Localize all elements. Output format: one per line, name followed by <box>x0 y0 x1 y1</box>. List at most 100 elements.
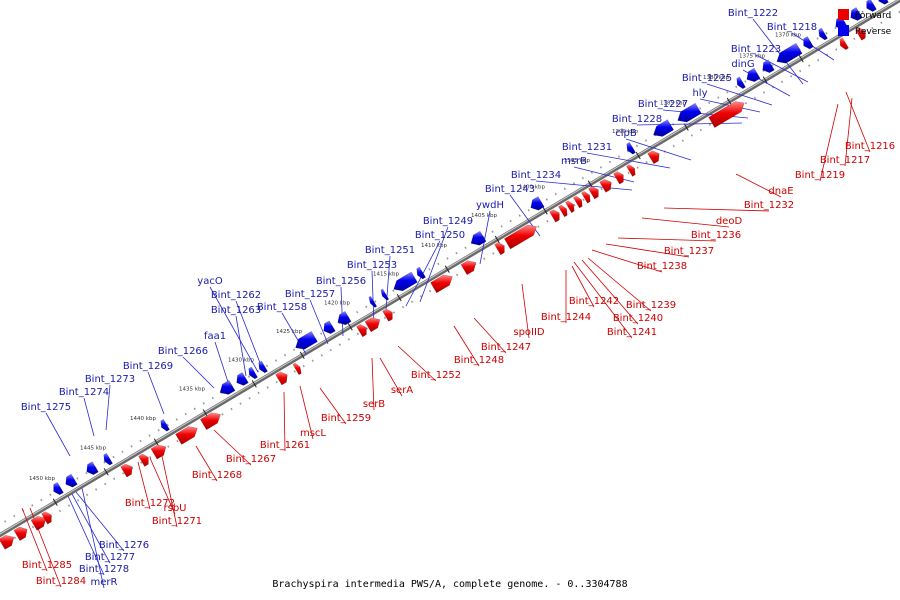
gene-label-bint-1248: Bint_1248 <box>454 355 504 366</box>
forward-gene-arrow <box>138 453 149 467</box>
forward-gene-arrow <box>275 371 288 386</box>
tick-mark <box>251 380 257 388</box>
forward-leader <box>397 345 437 382</box>
legend-forward-label: Forward <box>855 11 891 21</box>
forward-leader <box>581 259 639 325</box>
gene-label-bint-1252: Bint_1252 <box>411 370 461 381</box>
tick-mark <box>347 323 353 331</box>
forward-leader <box>587 257 652 312</box>
tick-mark <box>542 207 548 215</box>
forward-gene-arrow <box>839 37 849 50</box>
gene-label-bint-1249: Bint_1249 <box>423 216 473 227</box>
reverse-leader <box>371 270 375 327</box>
tick-label-1370-kbp: 1370 kbp <box>775 32 801 38</box>
reverse-gene-arrow <box>393 271 418 292</box>
forward-gene-arrow <box>175 426 198 445</box>
genome-axis: 1370 kbp 1375 kbp 1380 kbp 1385 kbp 1390 kbp… <box>0 0 900 538</box>
forward-leader <box>299 385 314 440</box>
gene-label-bint-1277: Bint_1277 <box>85 552 135 563</box>
tick-label-1410-kbp: 1410 kbp <box>421 243 447 249</box>
gene-label-bint-1244: Bint_1244 <box>541 312 591 323</box>
reverse-leader <box>479 210 491 265</box>
reverse-gene-arrow <box>219 379 236 395</box>
reverse-leader <box>75 491 125 552</box>
reverse-gene-arrow <box>248 366 258 380</box>
reverse-gene-arrow <box>677 102 702 123</box>
gene-label-bint-1225: Bint_1225 <box>682 73 732 84</box>
forward-gene-arrow <box>120 463 133 478</box>
gene-label-spoiid: spoIID <box>513 327 545 338</box>
forward-leader <box>571 265 595 308</box>
tick-mark <box>635 151 641 160</box>
gene-label-bint-1234: Bint_1234 <box>511 170 561 181</box>
forward-swatch <box>838 9 849 20</box>
forward-leader <box>137 461 151 510</box>
gene-label-bint-1275: Bint_1275 <box>21 402 71 413</box>
gene-label-bint-1261: Bint_1261 <box>260 440 310 451</box>
forward-leader <box>149 457 176 515</box>
reverse-gene-arrow <box>368 295 378 308</box>
tick-mark <box>798 55 804 63</box>
genome-caption: Brachyspira intermedia PWS/A, complete g… <box>272 579 627 590</box>
reverse-leader <box>182 356 215 389</box>
reverse-leader <box>706 83 773 106</box>
gene-label-bint-1236: Bint_1236 <box>691 230 741 241</box>
tick-label-1450-kbp: 1450 kbp <box>29 476 55 482</box>
forward-gene-arrow <box>626 164 636 177</box>
reverse-leader <box>755 54 809 83</box>
reverse-gene-arrow <box>803 36 814 50</box>
forward-gene-arrow <box>41 511 52 525</box>
forward-gene-arrow <box>430 274 453 294</box>
axis-line <box>0 0 900 538</box>
gene-label-bint-1232: Bint_1232 <box>744 200 794 211</box>
reverse-gene-arrow <box>626 141 636 155</box>
reverse-leader <box>586 152 671 169</box>
tick-mark <box>153 438 159 446</box>
gene-label-bint-1247: Bint_1247 <box>481 342 531 353</box>
forward-gene-arrow <box>558 204 568 218</box>
tick-mark <box>494 235 500 244</box>
gene-label-bint-1243: Bint_1243 <box>485 184 535 195</box>
tick-mark <box>396 293 402 302</box>
forward-gene-arrow <box>0 534 15 550</box>
gene-label-bint-1250: Bint_1250 <box>415 230 465 241</box>
reverse-gene-arrow <box>850 7 863 21</box>
forward-leader <box>319 387 347 425</box>
reverse-leader <box>535 180 633 191</box>
forward-gene-arrow <box>460 260 477 276</box>
reverse-gene-arrow <box>653 119 675 137</box>
reverse-gene-arrow <box>258 360 268 374</box>
gene-label-bint-1272: Bint_1272 <box>125 498 175 509</box>
gene-label-clpb: clpB <box>615 128 637 139</box>
forward-gene-arrow <box>503 224 537 250</box>
forward-leader <box>617 237 717 242</box>
gene-label-bint-1253: Bint_1253 <box>347 260 397 271</box>
reverse-leader <box>636 122 743 126</box>
strand-guide-lines <box>0 0 900 548</box>
reverse-leader <box>214 341 229 383</box>
gene-label-bint-1242: Bint_1242 <box>569 296 619 307</box>
reverse-gene-arrow <box>878 0 889 5</box>
gene-label-yaco: yacO <box>197 276 223 287</box>
forward-gene-arrow <box>855 27 866 41</box>
reverse-gene-arrow <box>65 473 78 488</box>
forward-leader <box>573 261 633 339</box>
forward-leader <box>521 283 530 339</box>
reverse-leader <box>340 286 344 337</box>
gene-label-bint-1222: Bint_1222 <box>728 8 778 19</box>
forward-leader <box>605 243 690 258</box>
reverse-leader <box>419 226 449 303</box>
gene-label-sera: serA <box>391 385 413 396</box>
forward-gene-arrow <box>30 515 47 531</box>
forward-leader <box>735 173 782 198</box>
tick-mark <box>299 351 305 360</box>
reverse-leader <box>209 286 259 373</box>
forward-gene-arrow <box>647 150 660 165</box>
forward-gene-arrow <box>549 209 560 223</box>
reverse-gene-arrow <box>53 481 64 496</box>
gene-label-bint-1271: Bint_1271 <box>152 516 202 527</box>
gene-label-bint-1269: Bint_1269 <box>123 361 173 372</box>
forward-gene-arrow <box>588 186 599 200</box>
forward-leader <box>641 217 730 228</box>
